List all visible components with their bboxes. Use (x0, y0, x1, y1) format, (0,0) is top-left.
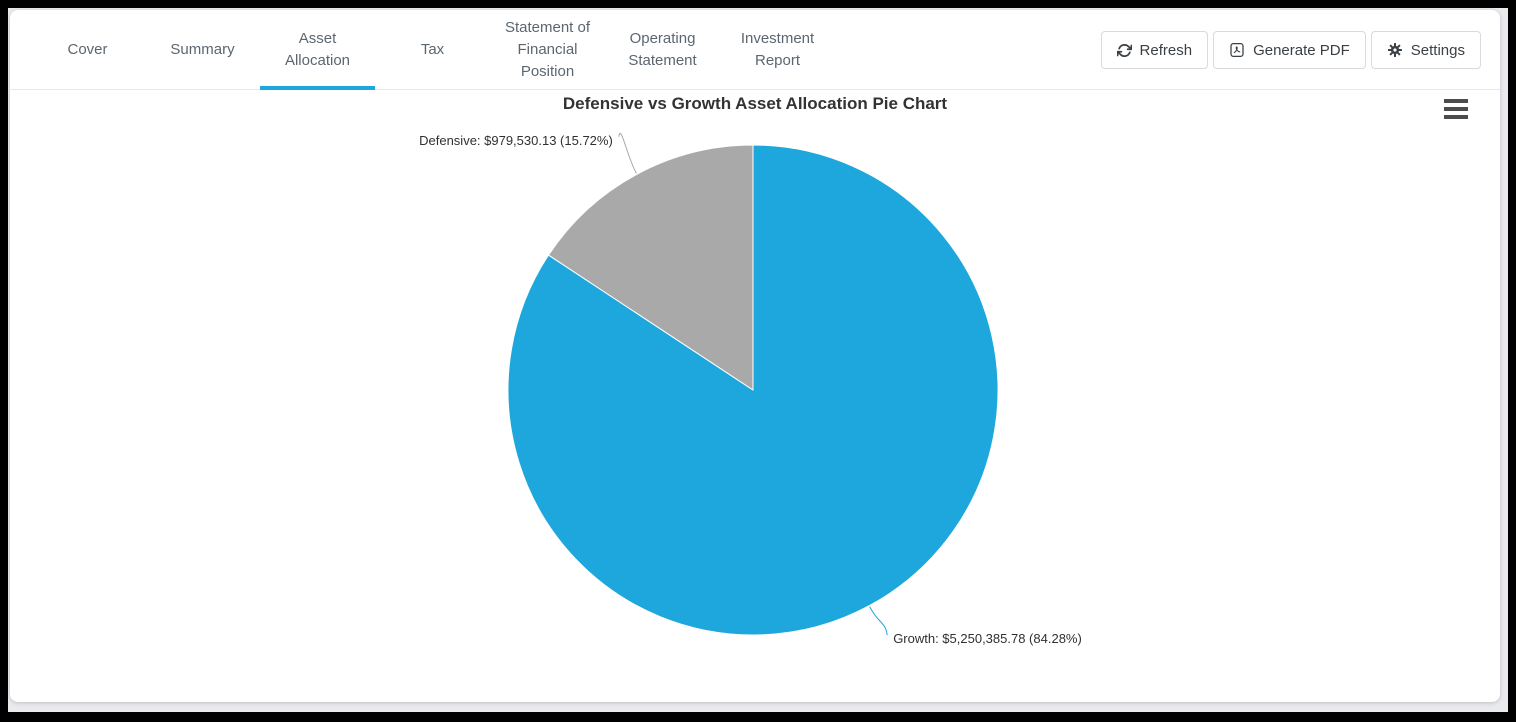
generate-pdf-button[interactable]: Generate PDF (1213, 31, 1366, 69)
tab-summary[interactable]: Summary (170, 40, 235, 58)
gear-icon (1387, 42, 1403, 58)
chart-context-menu-icon[interactable] (1444, 99, 1468, 119)
data-label-defensive: Defensive: $979,530.13 (15.72%) (419, 133, 613, 148)
data-label-connector-defensive (618, 133, 637, 174)
tab-operating-statement[interactable]: Operating Statement (628, 29, 697, 69)
tab-investment-report[interactable]: Investment Report (740, 29, 815, 69)
generate-pdf-button-label: Generate PDF (1253, 41, 1350, 59)
refresh-icon (1116, 43, 1132, 58)
page-background: Cover Summary Asset Allocation Tax State… (8, 8, 1508, 712)
settings-button-label: Settings (1410, 41, 1465, 59)
refresh-button-label: Refresh (1139, 41, 1193, 59)
tab-cover[interactable]: Cover (67, 40, 108, 58)
settings-button[interactable]: Settings (1370, 31, 1481, 69)
tab-asset-allocation[interactable]: Asset Allocation (260, 10, 375, 90)
report-header: Cover Summary Asset Allocation Tax State… (10, 10, 1500, 90)
tab-bar: Cover Summary Asset Allocation Tax State… (30, 10, 835, 90)
pie-slice-defensive[interactable] (548, 144, 754, 391)
tab-tax[interactable]: Tax (420, 40, 445, 58)
pie-slice-growth[interactable] (507, 144, 999, 636)
chart-area: Growth: $5,250,385.78 (84.28%) Defensive:… (10, 90, 1500, 701)
data-label-connector-growth (869, 606, 888, 636)
report-card: Cover Summary Asset Allocation Tax State… (10, 10, 1500, 702)
pie-chart: Growth: $5,250,385.78 (84.28%) Defensive:… (419, 133, 1082, 646)
data-label-growth: Growth: $5,250,385.78 (84.28%) (893, 631, 1082, 646)
refresh-button[interactable]: Refresh (1100, 31, 1209, 69)
toolbar: Refresh Generate PDF (1100, 31, 1481, 69)
tab-statement-of-financial-position[interactable]: Statement of Financial Position (504, 18, 591, 80)
pdf-file-icon (1229, 42, 1245, 58)
